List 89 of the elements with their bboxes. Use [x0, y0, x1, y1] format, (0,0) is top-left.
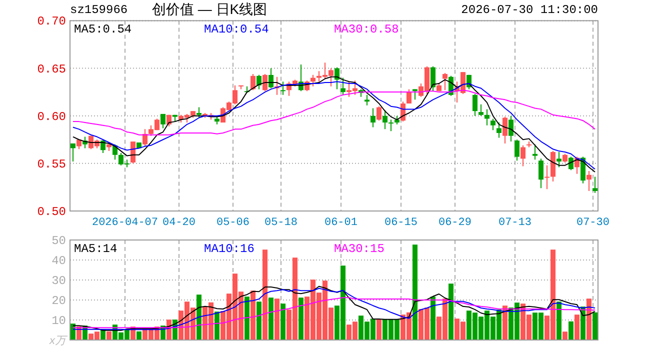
candlestick [160, 113, 166, 129]
candlestick [310, 74, 316, 87]
candlestick [388, 119, 394, 132]
candlestick [430, 66, 436, 92]
bar [106, 331, 112, 340]
candlestick [544, 164, 550, 190]
bar [280, 304, 286, 340]
bar [256, 302, 262, 340]
y-tick-label: 0.65 [37, 62, 66, 76]
text: MA30:0.58 [334, 22, 399, 37]
x-tick-label: 2026-04-07 [92, 217, 158, 229]
candlestick [478, 104, 484, 116]
text: sz159966 [70, 3, 128, 17]
bar [262, 250, 268, 340]
y-tick-label: 0.70 [37, 14, 66, 29]
text: MA30:15 [334, 242, 384, 256]
candlestick [364, 94, 370, 106]
candlestick [568, 156, 574, 171]
bar [244, 296, 250, 340]
text: MA10:16 [204, 242, 254, 256]
candlestick [520, 144, 526, 167]
text: MA10:0.54 [204, 22, 269, 37]
y-tick-label: 0.60 [37, 110, 66, 124]
bar [376, 319, 382, 340]
candlestick [538, 158, 544, 189]
candlestick [280, 81, 286, 96]
bar [196, 294, 202, 340]
candlestick [508, 115, 514, 142]
candlestick [472, 93, 478, 116]
y-tick-label: 20 [52, 294, 66, 308]
bar [448, 284, 454, 340]
x-tick-label: 04-20 [162, 217, 196, 229]
candlestick [514, 139, 520, 162]
candlestick [556, 152, 562, 168]
candlestick [250, 73, 256, 91]
y-tick-label: 10 [52, 314, 66, 328]
bar [568, 321, 574, 340]
candlestick [586, 170, 592, 192]
text: MA5:0.54 [74, 22, 132, 37]
bar [250, 290, 256, 340]
bar [592, 312, 598, 340]
candlestick [406, 88, 412, 104]
bar [556, 302, 562, 340]
candlestick [268, 68, 274, 89]
bar [430, 296, 436, 340]
candlestick [484, 108, 490, 126]
bar [574, 314, 580, 340]
x-tick-label: 07-30 [576, 217, 610, 229]
x-tick-label: 05-06 [216, 217, 250, 229]
x-tick-label: 06-29 [438, 217, 472, 229]
candlestick [262, 73, 268, 92]
candlestick [412, 88, 418, 100]
bar [562, 332, 568, 340]
candlestick [196, 106, 202, 118]
bar [298, 298, 304, 340]
candlestick [382, 110, 388, 130]
y-tick-label: 0.50 [37, 205, 66, 219]
candlestick [142, 128, 148, 147]
x-tick-label: 05-18 [264, 217, 298, 229]
bar [214, 312, 220, 340]
bar [268, 298, 274, 340]
x-tick-label: 06-15 [384, 217, 418, 229]
bar [412, 244, 418, 340]
candlestick [490, 118, 496, 131]
candlestick [442, 72, 448, 91]
line-series [72, 297, 596, 328]
text: MA5:14 [74, 242, 118, 256]
candlestick [592, 176, 598, 194]
bar [136, 331, 142, 340]
candlestick [376, 106, 382, 122]
candlestick [340, 77, 346, 96]
text: 2026-07-30 11:30:00 [461, 3, 598, 17]
candlestick [496, 122, 502, 138]
bar [502, 306, 508, 340]
chart-title: 创价值 — 日K线图 [152, 1, 268, 17]
x-tick-label: 06-01 [324, 217, 358, 229]
y-tick-label: 30 [52, 274, 66, 288]
y-axis-title: x万 [48, 335, 68, 347]
candlestick [70, 142, 76, 162]
y-tick-label: 0.55 [37, 157, 66, 172]
candlestick [532, 144, 538, 160]
y-tick-label: 50 [52, 234, 66, 248]
candlestick [256, 74, 262, 90]
bar [274, 298, 280, 340]
bar [586, 298, 592, 340]
x-tick-label: 07-13 [498, 217, 532, 229]
candlestick [502, 116, 508, 144]
candlestick [370, 108, 376, 128]
y-tick-label: 40 [52, 254, 66, 268]
